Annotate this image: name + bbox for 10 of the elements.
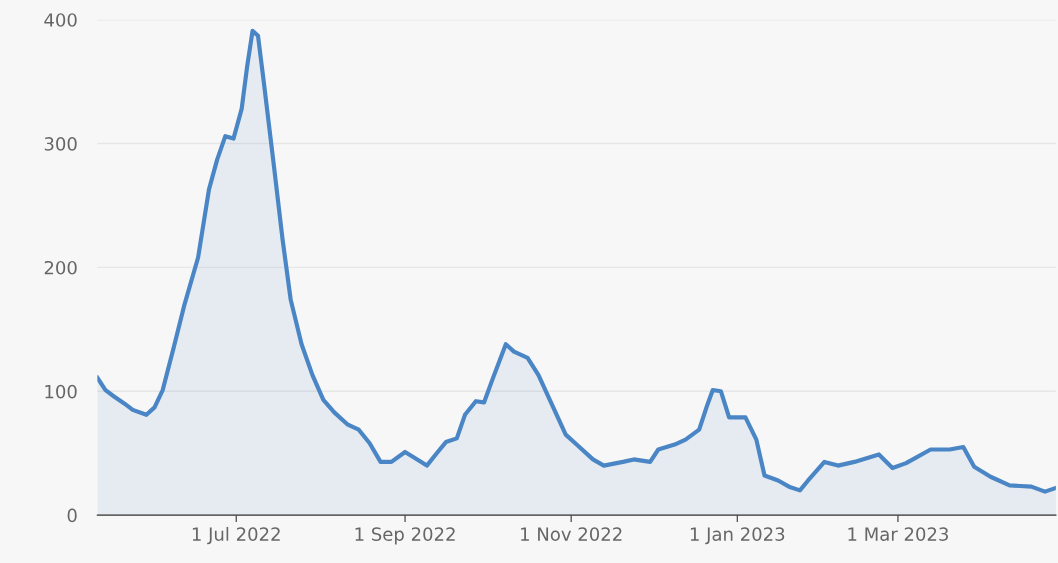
x-tick-label: 1 Jan 2023: [690, 527, 785, 545]
y-tick-label: 0: [67, 508, 77, 523]
y-tick-label: 400: [44, 13, 77, 27]
x-tick-label: 1 Nov 2022: [521, 527, 622, 541]
y-tick-label: 100: [45, 384, 77, 399]
y-tick-label: 200: [44, 260, 77, 275]
y-tick-label: 300: [44, 137, 77, 151]
x-tick-label: 1 Mar 2023: [848, 527, 948, 541]
x-tick-label: 1 Jul 2022: [192, 526, 280, 545]
x-tick-label: 1 Sep 2022: [355, 527, 455, 545]
